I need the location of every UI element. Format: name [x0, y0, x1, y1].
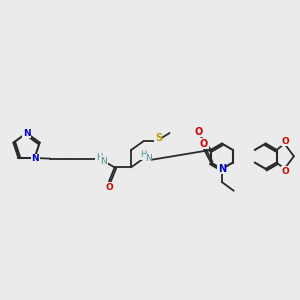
- Text: N: N: [100, 157, 107, 166]
- Text: H: H: [96, 153, 102, 162]
- Text: O: O: [281, 137, 289, 146]
- Text: H: H: [140, 150, 147, 159]
- Text: O: O: [281, 167, 289, 176]
- Text: O: O: [105, 183, 113, 192]
- Text: N: N: [23, 129, 30, 138]
- Text: N: N: [218, 164, 226, 174]
- Text: O: O: [195, 127, 203, 137]
- Text: O: O: [200, 139, 208, 149]
- Text: N: N: [32, 154, 39, 163]
- Text: N: N: [145, 154, 152, 163]
- Text: S: S: [155, 133, 162, 143]
